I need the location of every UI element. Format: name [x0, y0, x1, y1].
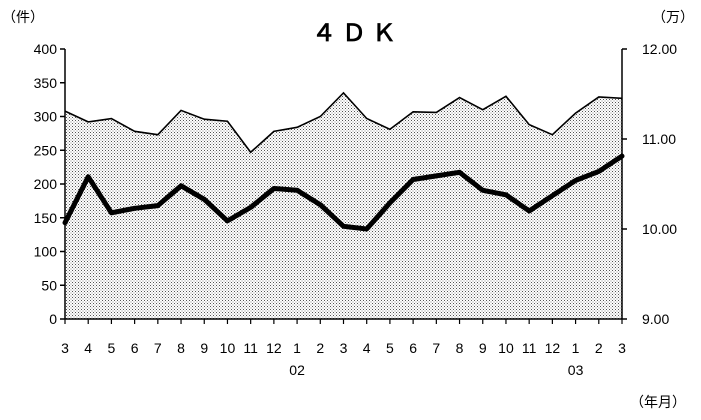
right-tick-label: 10.00 [642, 221, 677, 237]
left-tick-label: 400 [34, 41, 58, 57]
x-tick-label: 12 [545, 340, 561, 356]
x-tick-label: 9 [479, 340, 487, 356]
x-tick-label: 7 [154, 340, 162, 356]
x-year-label: 02 [289, 362, 305, 378]
left-tick-label: 250 [34, 142, 58, 158]
x-tick-label: 7 [432, 340, 440, 356]
right-tick-label: 12.00 [642, 41, 677, 57]
left-tick-label: 0 [49, 311, 57, 327]
right-tick-label: 9.00 [642, 311, 669, 327]
right-axis-unit: （万） [652, 9, 694, 25]
left-tick-label: 100 [34, 244, 58, 260]
x-tick-label: 6 [409, 340, 417, 356]
left-tick-label: 150 [34, 210, 58, 226]
x-tick-label: 12 [266, 340, 282, 356]
x-tick-label: 11 [522, 340, 537, 356]
x-tick-label: 10 [220, 340, 236, 356]
x-tick-label: 3 [340, 340, 348, 356]
x-tick-label: 8 [177, 340, 185, 356]
x-tick-label: 10 [498, 340, 514, 356]
x-year-label: 03 [568, 362, 584, 378]
x-tick-label: 6 [131, 340, 139, 356]
x-tick-label: 5 [386, 340, 394, 356]
left-tick-label: 50 [41, 277, 57, 293]
chart-title: ４ＤＫ [312, 20, 402, 47]
x-tick-label: 4 [84, 340, 92, 356]
x-tick-label: 3 [61, 340, 69, 356]
x-tick-label: 4 [363, 340, 371, 356]
right-tick-label: 11.00 [642, 131, 676, 147]
x-tick-label: 1 [293, 340, 301, 356]
x-tick-label: 1 [572, 340, 580, 356]
left-tick-label: 300 [34, 109, 58, 125]
left-tick-label: 350 [34, 75, 58, 91]
left-tick-label: 200 [34, 176, 58, 192]
x-tick-label: 2 [595, 340, 603, 356]
x-tick-label: 2 [316, 340, 324, 356]
x-axis-unit: （年月） [630, 394, 686, 410]
x-tick-label: 9 [200, 340, 208, 356]
x-tick-label: 11 [243, 340, 258, 356]
left-axis-unit: （件） [2, 9, 44, 25]
x-tick-label: 8 [456, 340, 464, 356]
x-tick-label: 5 [108, 340, 116, 356]
x-tick-label: 3 [618, 340, 626, 356]
